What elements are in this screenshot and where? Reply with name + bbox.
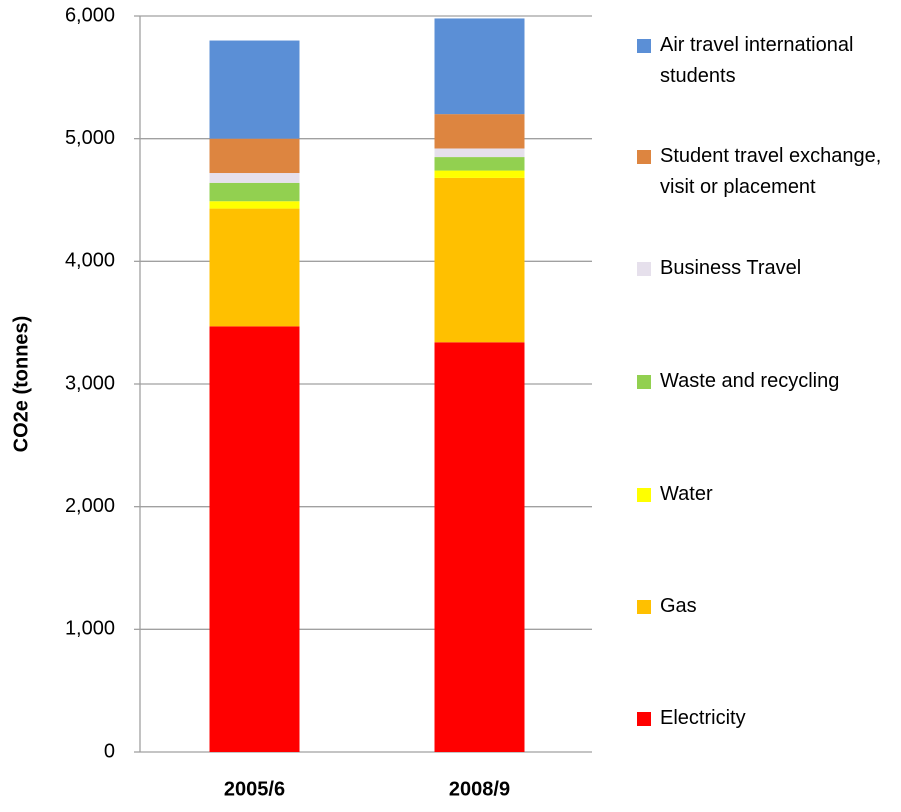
y-tick-label: 5,000 xyxy=(65,127,115,149)
bar-segment xyxy=(209,201,300,209)
bar-segment xyxy=(209,40,300,139)
bar-segment xyxy=(209,208,300,327)
legend-swatch xyxy=(637,375,651,389)
legend-label: Waste and recycling xyxy=(660,370,840,392)
legend-label: Gas xyxy=(660,595,697,617)
y-tick-label: 1,000 xyxy=(65,618,115,640)
bar-segment xyxy=(434,148,525,158)
bar-segment xyxy=(434,157,525,171)
y-tick-label: 2,000 xyxy=(65,495,115,517)
bar-segment xyxy=(209,138,300,174)
x-tick-label: 2005/6 xyxy=(224,778,285,800)
legend-item: Water xyxy=(637,479,897,510)
legend-item: Waste and recycling xyxy=(637,366,897,397)
y-tick-label: 0 xyxy=(104,740,115,762)
legend-item: Gas xyxy=(637,591,897,622)
bar-segment xyxy=(209,326,300,752)
bar-segment xyxy=(209,173,300,183)
legend-label: Business Travel xyxy=(660,257,802,279)
legend-swatch xyxy=(637,488,651,502)
legend-swatch xyxy=(637,712,651,726)
legend-item: Student travel exchange, visit or placem… xyxy=(637,141,897,203)
bar-segment xyxy=(434,342,525,752)
legend-item: Electricity xyxy=(637,703,897,734)
bar-segment xyxy=(434,114,525,149)
legend-swatch xyxy=(637,600,651,614)
legend-label: Water xyxy=(660,483,713,505)
bar-segment xyxy=(434,170,525,178)
legend-swatch xyxy=(637,39,651,53)
legend-label: Air travel international students xyxy=(660,34,854,87)
bar-segment xyxy=(209,182,300,202)
legend-item: Business Travel xyxy=(637,253,897,284)
bar-segment xyxy=(434,177,525,343)
y-tick-label: 3,000 xyxy=(65,372,115,394)
bar-segment xyxy=(434,18,525,115)
legend-item: Air travel international students xyxy=(637,30,897,92)
y-tick-label: 4,000 xyxy=(65,250,115,272)
y-tick-label: 6,000 xyxy=(65,4,115,26)
legend-label: Student travel exchange, visit or placem… xyxy=(660,145,882,198)
y-axis-label: CO2e (tonnes) xyxy=(10,316,32,453)
x-tick-label: 2008/9 xyxy=(449,778,510,800)
legend-label: Electricity xyxy=(660,707,746,729)
legend-swatch xyxy=(637,262,651,276)
legend-swatch xyxy=(637,150,651,164)
